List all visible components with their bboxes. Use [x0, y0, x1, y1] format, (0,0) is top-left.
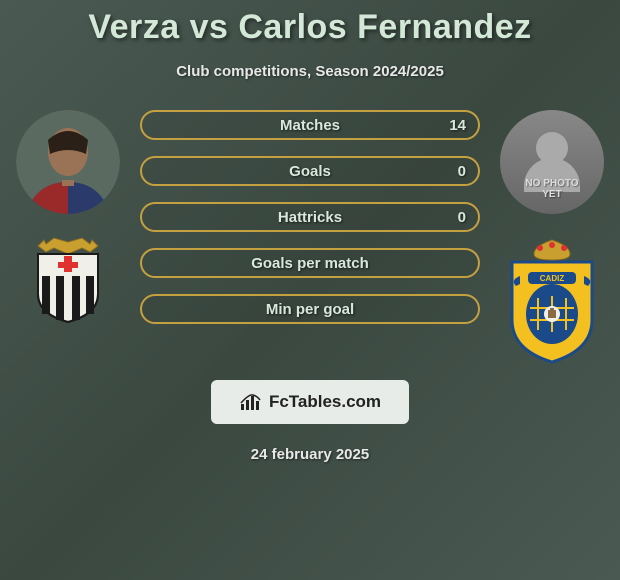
stat-label: Goals	[289, 163, 331, 180]
stat-row-goals: Goals 0	[140, 156, 480, 186]
stat-label: Matches	[280, 117, 340, 134]
player-left-portrait-icon	[16, 110, 120, 214]
stat-value-right: 14	[449, 117, 466, 134]
stats-bars: Matches 14 Goals 0 Hattricks 0 Goals per…	[140, 110, 480, 340]
header: Verza vs Carlos Fernandez Club competiti…	[0, 0, 620, 80]
brand-text: FcTables.com	[269, 392, 381, 412]
team-right-crest: CADIZ	[500, 236, 604, 364]
page-title: Verza vs Carlos Fernandez	[0, 8, 620, 47]
player-right-avatar: NO PHOTO YET	[500, 110, 604, 214]
brand-badge[interactable]: FcTables.com	[211, 380, 409, 424]
right-column: NO PHOTO YET CADIZ	[492, 110, 612, 364]
svg-text:CADIZ: CADIZ	[540, 274, 565, 283]
player-left-avatar	[16, 110, 120, 214]
stat-row-gpm: Goals per match	[140, 248, 480, 278]
crest-left-icon	[24, 236, 112, 324]
team-left-crest	[24, 236, 112, 324]
left-column	[8, 110, 128, 324]
footer: FcTables.com 24 february 2025	[0, 380, 620, 463]
brand-chart-icon	[239, 392, 263, 412]
footer-date: 24 february 2025	[0, 446, 620, 463]
stat-row-hattricks: Hattricks 0	[140, 202, 480, 232]
placeholder-line1: NO PHOTO	[525, 178, 578, 189]
comparison-content: NO PHOTO YET CADIZ	[0, 110, 620, 410]
placeholder-text: NO PHOTO YET	[525, 178, 578, 200]
placeholder-line2: YET	[542, 189, 561, 200]
stat-label: Hattricks	[278, 209, 342, 226]
stat-value-right: 0	[458, 209, 466, 226]
page-subtitle: Club competitions, Season 2024/2025	[0, 63, 620, 80]
stat-label: Min per goal	[266, 301, 354, 318]
stat-label: Goals per match	[251, 255, 369, 272]
stat-row-matches: Matches 14	[140, 110, 480, 140]
stat-row-mpg: Min per goal	[140, 294, 480, 324]
crest-right-icon: CADIZ	[500, 236, 604, 364]
stat-value-right: 0	[458, 163, 466, 180]
